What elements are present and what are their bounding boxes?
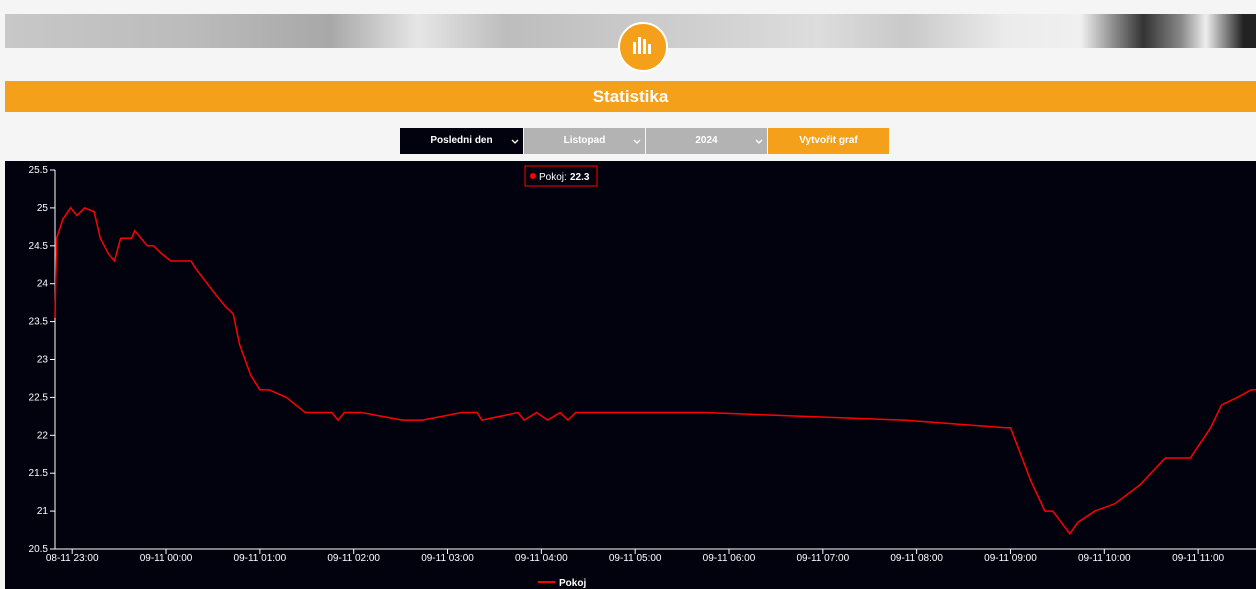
page-title: Statistika xyxy=(5,81,1256,112)
x-tick-label: 08-11 23:00 xyxy=(46,553,99,564)
logo[interactable] xyxy=(618,22,668,72)
tooltip-label: Pokoj: xyxy=(539,172,567,183)
y-tick-label: 25.5 xyxy=(29,165,49,176)
logo-icon xyxy=(620,24,666,70)
select-arrows xyxy=(510,137,890,147)
chart: 20.52121.52222.52323.52424.52525.508-11 … xyxy=(5,161,1256,589)
x-tick-label: 09-11 02:00 xyxy=(327,553,380,564)
x-tick-label: 09-11 05:00 xyxy=(609,553,662,564)
x-tick-label: 09-11 08:00 xyxy=(890,553,943,564)
y-tick-label: 22.5 xyxy=(29,392,49,403)
y-tick-label: 25 xyxy=(37,203,49,214)
legend-label: Pokoj xyxy=(559,578,586,589)
y-tick-label: 23.5 xyxy=(29,317,49,328)
y-tick-label: 22 xyxy=(37,430,49,441)
x-tick-label: 09-11 10:00 xyxy=(1078,553,1131,564)
x-tick-label: 09-11 09:00 xyxy=(984,553,1037,564)
x-tick-label: 09-11 07:00 xyxy=(797,553,850,564)
x-tick-label: 09-11 06:00 xyxy=(703,553,756,564)
x-tick-label: 09-11 01:00 xyxy=(234,553,287,564)
select-text: Posledni den xyxy=(430,135,492,146)
chart-background xyxy=(5,161,1256,589)
y-tick-label: 23 xyxy=(37,355,49,366)
period-select[interactable]: Posledni den xyxy=(400,128,523,154)
page: Statistika Posledni den Listopad 2024 Vy… xyxy=(0,0,1256,589)
x-tick-label: 09-11 04:00 xyxy=(515,553,568,564)
tooltip-value: 22.3 xyxy=(570,172,590,183)
y-tick-label: 21 xyxy=(37,506,49,517)
tooltip-dot xyxy=(530,173,536,179)
y-tick-label: 21.5 xyxy=(29,468,49,479)
x-tick-label: 09-11 11:00 xyxy=(1172,553,1224,564)
x-tick-label: 09-11 00:00 xyxy=(140,553,193,564)
x-tick-label: 09-11 03:00 xyxy=(421,553,474,564)
y-tick-label: 24 xyxy=(37,279,49,290)
y-tick-label: 24.5 xyxy=(29,241,49,252)
